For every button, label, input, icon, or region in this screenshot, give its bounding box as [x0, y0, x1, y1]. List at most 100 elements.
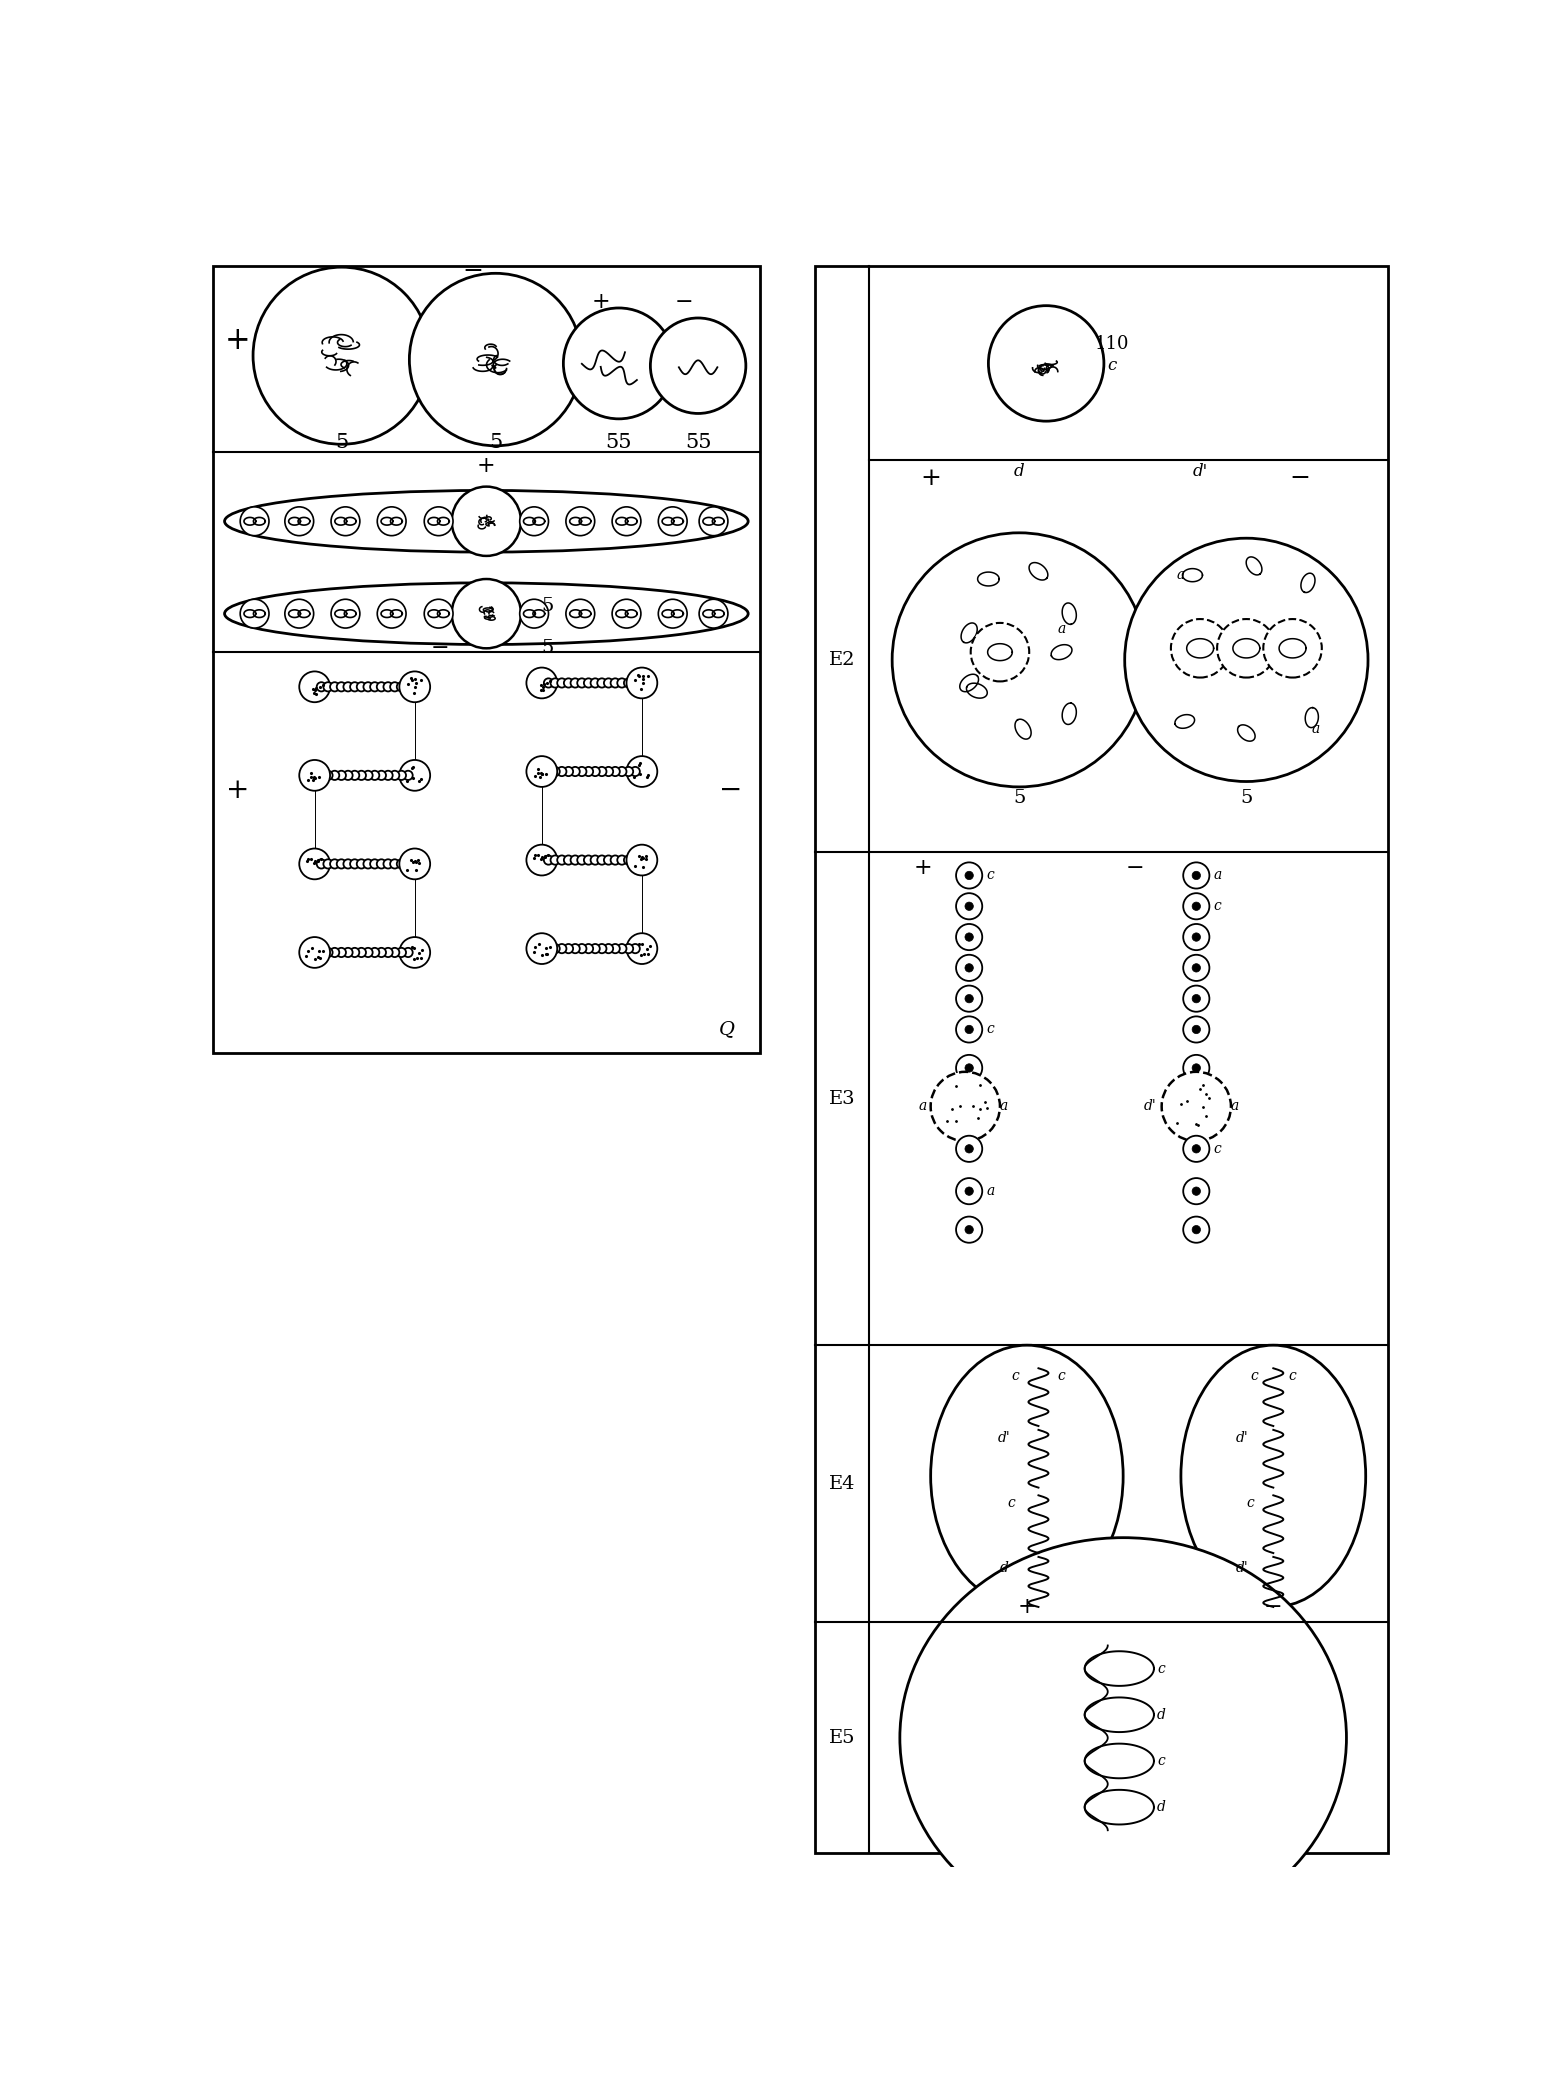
Circle shape: [550, 768, 559, 776]
Circle shape: [544, 944, 553, 952]
Circle shape: [323, 860, 333, 869]
Circle shape: [604, 856, 614, 864]
Circle shape: [597, 944, 606, 952]
Text: −: −: [719, 776, 742, 804]
Circle shape: [631, 678, 640, 688]
Circle shape: [956, 1179, 982, 1204]
Circle shape: [965, 934, 973, 942]
Circle shape: [370, 860, 380, 869]
Circle shape: [578, 678, 586, 688]
Circle shape: [965, 963, 973, 971]
Circle shape: [397, 770, 406, 780]
Circle shape: [330, 682, 339, 692]
Text: c: c: [1007, 1496, 1015, 1511]
Circle shape: [284, 600, 314, 627]
Circle shape: [300, 671, 330, 703]
Circle shape: [344, 948, 353, 957]
Circle shape: [700, 600, 728, 627]
Circle shape: [956, 1217, 982, 1242]
Circle shape: [376, 948, 386, 957]
Text: −: −: [462, 260, 483, 283]
Ellipse shape: [225, 583, 748, 644]
Circle shape: [590, 856, 600, 864]
Circle shape: [1192, 1026, 1201, 1034]
Text: +: +: [914, 856, 933, 879]
Circle shape: [631, 944, 640, 952]
Circle shape: [383, 860, 392, 869]
Circle shape: [965, 902, 973, 911]
Text: c: c: [1214, 1141, 1221, 1156]
Circle shape: [425, 600, 453, 627]
Circle shape: [370, 682, 380, 692]
Circle shape: [1192, 934, 1201, 942]
Circle shape: [623, 678, 633, 688]
Circle shape: [965, 1187, 973, 1196]
Circle shape: [383, 682, 392, 692]
Circle shape: [623, 856, 633, 864]
Circle shape: [617, 856, 626, 864]
Circle shape: [284, 508, 314, 535]
Text: +: +: [920, 468, 940, 491]
Text: 55: 55: [684, 432, 711, 453]
Circle shape: [578, 944, 586, 952]
Circle shape: [409, 273, 581, 445]
Circle shape: [1184, 894, 1209, 919]
Circle shape: [1184, 923, 1209, 950]
Circle shape: [956, 862, 982, 890]
Text: c: c: [1157, 1662, 1165, 1676]
Circle shape: [400, 759, 430, 791]
Circle shape: [604, 768, 614, 776]
Circle shape: [1264, 619, 1321, 678]
Text: d': d': [1236, 1431, 1250, 1446]
Circle shape: [323, 948, 333, 957]
Circle shape: [617, 944, 626, 952]
Circle shape: [331, 508, 359, 535]
Circle shape: [1184, 1217, 1209, 1242]
Circle shape: [317, 948, 326, 957]
Ellipse shape: [931, 1345, 1123, 1607]
Circle shape: [965, 1064, 973, 1072]
Text: d: d: [1157, 1800, 1167, 1815]
Bar: [815, 266, 1389, 1853]
Circle shape: [425, 508, 453, 535]
Circle shape: [578, 768, 586, 776]
Text: a: a: [986, 1183, 995, 1198]
Circle shape: [1192, 1146, 1201, 1154]
Circle shape: [604, 678, 614, 688]
Circle shape: [397, 682, 406, 692]
Text: a: a: [1000, 1099, 1007, 1114]
Circle shape: [451, 579, 522, 648]
Circle shape: [323, 770, 333, 780]
Circle shape: [1192, 1187, 1201, 1196]
Circle shape: [564, 678, 573, 688]
Circle shape: [317, 682, 326, 692]
Circle shape: [550, 678, 559, 688]
Circle shape: [376, 860, 386, 869]
Circle shape: [350, 860, 359, 869]
Text: +: +: [226, 776, 250, 804]
Circle shape: [611, 944, 620, 952]
Circle shape: [626, 667, 658, 699]
Circle shape: [611, 678, 620, 688]
Text: a: a: [1312, 722, 1320, 736]
Circle shape: [597, 768, 606, 776]
Circle shape: [376, 682, 386, 692]
Circle shape: [956, 923, 982, 950]
Circle shape: [383, 948, 392, 957]
Circle shape: [570, 678, 580, 688]
Circle shape: [526, 755, 558, 787]
Circle shape: [590, 768, 600, 776]
Circle shape: [590, 944, 600, 952]
Circle shape: [1184, 862, 1209, 890]
Ellipse shape: [900, 1538, 1346, 1939]
Circle shape: [544, 768, 553, 776]
Text: c: c: [1289, 1370, 1296, 1383]
Circle shape: [965, 1026, 973, 1034]
Text: c: c: [1214, 900, 1221, 913]
Circle shape: [558, 856, 567, 864]
Circle shape: [400, 671, 430, 703]
Circle shape: [390, 860, 400, 869]
Circle shape: [390, 682, 400, 692]
Bar: [212, 266, 759, 1053]
Circle shape: [344, 860, 353, 869]
